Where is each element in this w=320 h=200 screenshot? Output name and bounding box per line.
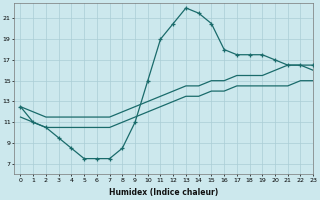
X-axis label: Humidex (Indice chaleur): Humidex (Indice chaleur) <box>109 188 218 197</box>
